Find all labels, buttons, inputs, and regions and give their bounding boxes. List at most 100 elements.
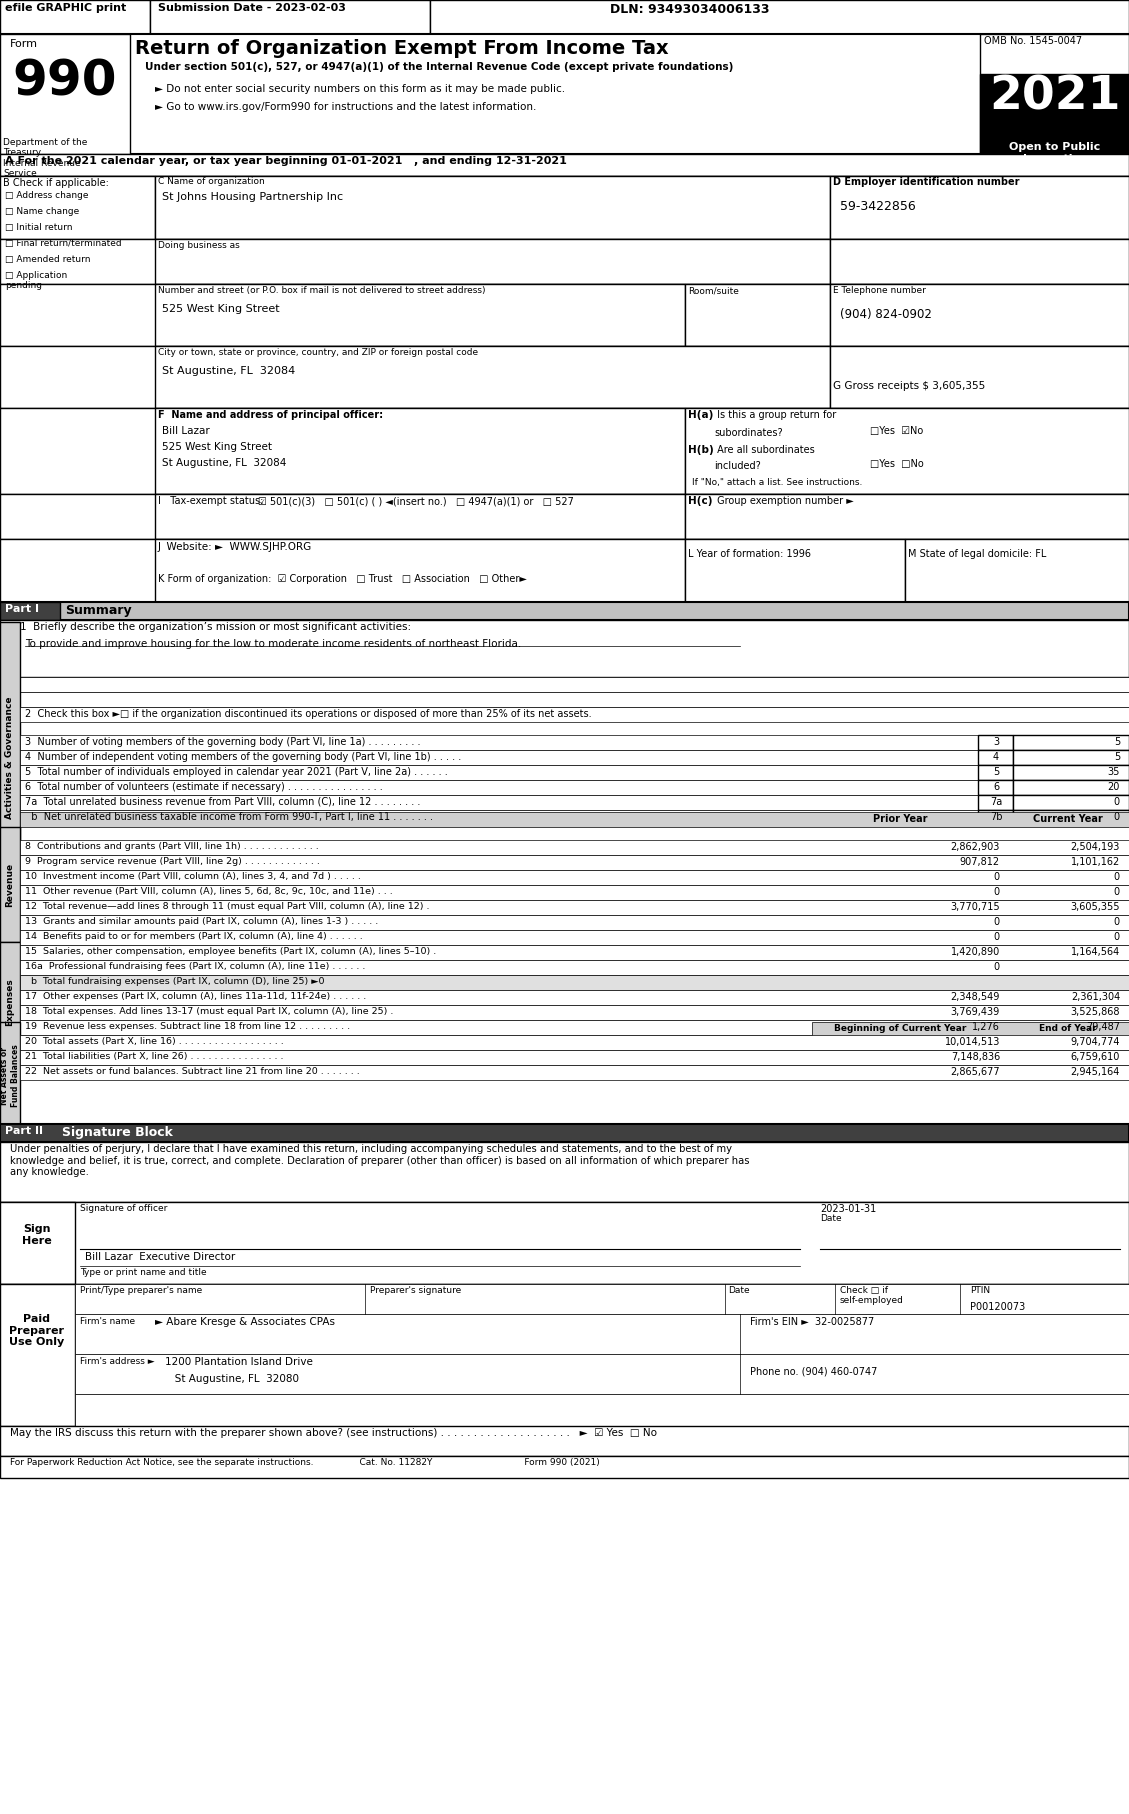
- Bar: [0, 34, 130, 154]
- Bar: [1013, 749, 1129, 766]
- Bar: [1013, 780, 1129, 795]
- Text: 4  Number of independent voting members of the governing body (Part VI, line 1b): 4 Number of independent voting members o…: [25, 753, 462, 762]
- Bar: [685, 493, 1129, 539]
- Text: Summary: Summary: [65, 604, 132, 617]
- Text: Current Year: Current Year: [1033, 814, 1103, 824]
- Text: Beginning of Current Year: Beginning of Current Year: [834, 1023, 966, 1032]
- Bar: [0, 827, 20, 941]
- Text: 7a: 7a: [990, 796, 1003, 807]
- Text: Firm's name: Firm's name: [80, 1317, 135, 1326]
- Bar: [685, 539, 905, 602]
- Text: 16a  Professional fundraising fees (Part IX, column (A), line 11e) . . . . . .: 16a Professional fundraising fees (Part …: [25, 961, 366, 970]
- Bar: [1013, 766, 1129, 780]
- Text: C Name of organization: C Name of organization: [158, 178, 264, 187]
- Text: DLN: 93493034006133: DLN: 93493034006133: [611, 4, 770, 16]
- Text: 3  Number of voting members of the governing body (Part VI, line 1a) . . . . . .: 3 Number of voting members of the govern…: [25, 736, 420, 747]
- Text: Check □ if
self-employed: Check □ if self-employed: [840, 1286, 904, 1306]
- Text: Prior Year: Prior Year: [873, 814, 927, 824]
- Bar: [978, 766, 1013, 780]
- Text: 3,769,439: 3,769,439: [951, 1007, 1000, 1018]
- Text: For Paperwork Reduction Act Notice, see the separate instructions.              : For Paperwork Reduction Act Notice, see …: [10, 1458, 599, 1468]
- Bar: [0, 154, 1129, 176]
- Text: 2023-01-31: 2023-01-31: [820, 1204, 876, 1214]
- Text: Type or print name and title: Type or print name and title: [80, 1268, 207, 1277]
- Text: 7b: 7b: [990, 813, 1003, 822]
- Text: (904) 824-0902: (904) 824-0902: [840, 308, 931, 321]
- Text: 3,770,715: 3,770,715: [951, 902, 1000, 912]
- Bar: [20, 931, 1129, 945]
- Text: Bill Lazar  Executive Director: Bill Lazar Executive Director: [85, 1252, 235, 1263]
- Bar: [0, 1284, 75, 1426]
- Text: Form: Form: [10, 38, 38, 49]
- Text: 0: 0: [994, 961, 1000, 972]
- Text: Room/suite: Room/suite: [688, 287, 738, 296]
- Text: 6: 6: [992, 782, 999, 793]
- Text: 2,348,549: 2,348,549: [951, 992, 1000, 1001]
- Text: □Yes  □No: □Yes □No: [870, 459, 924, 470]
- Text: Under section 501(c), 527, or 4947(a)(1) of the Internal Revenue Code (except pr: Under section 501(c), 527, or 4947(a)(1)…: [145, 62, 734, 73]
- Text: 6,759,610: 6,759,610: [1070, 1052, 1120, 1061]
- Bar: [20, 691, 1129, 707]
- Text: Are all subordinates: Are all subordinates: [714, 444, 815, 455]
- Text: 2,945,164: 2,945,164: [1070, 1067, 1120, 1078]
- Bar: [0, 1203, 75, 1284]
- Text: Doing business as: Doing business as: [158, 241, 239, 250]
- Bar: [978, 780, 1013, 795]
- Bar: [75, 1284, 1129, 1313]
- Text: Part II: Part II: [5, 1126, 43, 1136]
- Text: 2,865,677: 2,865,677: [951, 1067, 1000, 1078]
- Bar: [830, 346, 1129, 408]
- Text: 1,276: 1,276: [972, 1021, 1000, 1032]
- Bar: [0, 408, 1129, 493]
- Text: Under penalties of perjury, I declare that I have examined this return, includin: Under penalties of perjury, I declare th…: [10, 1145, 750, 1177]
- Bar: [20, 795, 1129, 811]
- Text: 525 West King Street: 525 West King Street: [161, 305, 280, 314]
- Bar: [155, 239, 830, 285]
- Bar: [1013, 795, 1129, 811]
- Text: 2021: 2021: [989, 74, 1121, 120]
- Text: 0: 0: [1114, 813, 1120, 822]
- Text: 5: 5: [1113, 736, 1120, 747]
- Bar: [0, 1457, 1129, 1478]
- Text: 3,525,868: 3,525,868: [1070, 1007, 1120, 1018]
- Text: End of Year: End of Year: [1039, 1023, 1096, 1032]
- Text: Net Assets or
Fund Balances: Net Assets or Fund Balances: [0, 1045, 19, 1107]
- Text: 0: 0: [994, 873, 1000, 882]
- Text: Preparer's signature: Preparer's signature: [370, 1286, 462, 1295]
- Text: 0: 0: [1114, 918, 1120, 927]
- Bar: [1013, 735, 1129, 749]
- Text: 2,504,193: 2,504,193: [1070, 842, 1120, 853]
- Text: St Augustine, FL  32080: St Augustine, FL 32080: [165, 1373, 299, 1384]
- Text: 15  Salaries, other compensation, employee benefits (Part IX, column (A), lines : 15 Salaries, other compensation, employe…: [25, 947, 436, 956]
- Text: 0: 0: [1114, 796, 1120, 807]
- Bar: [980, 34, 1129, 154]
- Text: 59-3422856: 59-3422856: [840, 200, 916, 212]
- Text: 19  Revenue less expenses. Subtract line 18 from line 12 . . . . . . . . .: 19 Revenue less expenses. Subtract line …: [25, 1021, 350, 1030]
- Text: P00120073: P00120073: [970, 1302, 1025, 1312]
- Bar: [0, 1426, 1129, 1457]
- Bar: [20, 990, 1129, 1005]
- Text: 2  Check this box ►□ if the organization discontinued its operations or disposed: 2 Check this box ►□ if the organization …: [25, 709, 592, 718]
- Text: OMB No. 1545-0047: OMB No. 1545-0047: [984, 36, 1082, 45]
- Text: 12  Total revenue—add lines 8 through 11 (must equal Part VIII, column (A), line: 12 Total revenue—add lines 8 through 11 …: [25, 902, 429, 911]
- Text: To provide and improve housing for the low to moderate income residents of north: To provide and improve housing for the l…: [25, 639, 522, 649]
- Text: A For the 2021 calendar year, or tax year beginning 01-01-2021   , and ending 12: A For the 2021 calendar year, or tax yea…: [5, 156, 567, 167]
- Text: Signature of officer: Signature of officer: [80, 1204, 167, 1214]
- Text: 35: 35: [1108, 767, 1120, 776]
- Bar: [155, 539, 685, 602]
- Text: 20: 20: [1108, 782, 1120, 793]
- Bar: [0, 176, 155, 239]
- Text: ☑ 501(c)(3)   □ 501(c) ( ) ◄(insert no.)   □ 4947(a)(1) or   □ 527: ☑ 501(c)(3) □ 501(c) ( ) ◄(insert no.) □…: [259, 495, 574, 506]
- Text: 13  Grants and similar amounts paid (Part IX, column (A), lines 1-3 ) . . . . .: 13 Grants and similar amounts paid (Part…: [25, 918, 378, 925]
- Bar: [20, 811, 1129, 825]
- Bar: [20, 871, 1129, 885]
- Text: J  Website: ►  WWW.SJHP.ORG: J Website: ► WWW.SJHP.ORG: [158, 542, 313, 551]
- Text: St Johns Housing Partnership Inc: St Johns Housing Partnership Inc: [161, 192, 343, 201]
- Text: 8  Contributions and grants (Part VIII, line 1h) . . . . . . . . . . . . .: 8 Contributions and grants (Part VIII, l…: [25, 842, 318, 851]
- Bar: [0, 602, 1129, 620]
- Text: 10  Investment income (Part VIII, column (A), lines 3, 4, and 7d ) . . . . .: 10 Investment income (Part VIII, column …: [25, 873, 361, 882]
- Bar: [0, 1203, 1129, 1284]
- Bar: [0, 0, 150, 34]
- Text: 0: 0: [994, 918, 1000, 927]
- Text: H(c): H(c): [688, 495, 712, 506]
